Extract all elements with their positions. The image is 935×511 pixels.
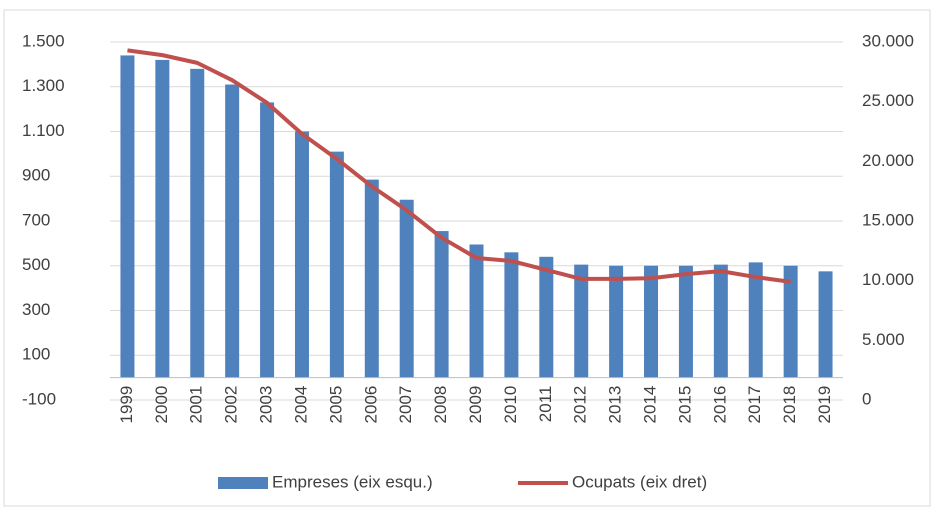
bar <box>120 55 135 378</box>
bar <box>469 244 484 378</box>
y2-tick-label: 15.000 <box>862 210 914 229</box>
y-tick-label: 900 <box>22 166 50 185</box>
line <box>127 48 791 284</box>
legend-swatch <box>218 477 268 489</box>
bar <box>783 265 798 378</box>
y-tick-label: 100 <box>22 345 50 364</box>
y-tick-label: 1.500 <box>22 31 65 50</box>
x-tick-label: 2018 <box>780 386 799 424</box>
x-tick-label: 2011 <box>536 386 555 423</box>
x-tick-label: 2013 <box>606 386 625 424</box>
x-tick-label: 2001 <box>187 386 206 424</box>
bar <box>190 68 205 378</box>
bar <box>155 59 170 378</box>
bar <box>399 199 414 378</box>
x-tick-label: 2019 <box>815 386 834 424</box>
bar <box>818 271 833 378</box>
x-tick-label: 2008 <box>431 386 450 424</box>
chart-border <box>3 9 931 507</box>
bar <box>329 151 344 378</box>
bar <box>225 84 240 378</box>
x-tick-label: 2017 <box>745 386 764 424</box>
x-tick-label: 2003 <box>257 386 276 424</box>
bar <box>364 179 379 378</box>
y-tick-label: -100 <box>22 389 56 408</box>
bar <box>574 264 589 378</box>
x-tick-label: 2007 <box>396 386 415 424</box>
legend-label: Empreses (eix esqu.) <box>272 472 433 491</box>
bar <box>434 231 449 378</box>
legend-label: Ocupats (eix dret) <box>572 472 707 491</box>
bar <box>713 264 728 378</box>
x-tick-label: 2015 <box>675 386 694 424</box>
y-tick-label: 300 <box>22 300 50 319</box>
y2-tick-label: 5.000 <box>862 330 905 349</box>
bar <box>539 256 554 378</box>
y2-tick-label: 0 <box>862 389 871 408</box>
bar <box>294 131 309 378</box>
x-tick-label: 2005 <box>326 386 345 424</box>
x-tick-label: 2002 <box>222 386 241 424</box>
x-tick-label: 2016 <box>710 386 729 424</box>
x-tick-label: 1999 <box>117 386 136 424</box>
x-tick-label: 2010 <box>501 386 520 424</box>
y-tick-label: 500 <box>22 255 50 274</box>
x-tick-label: 2009 <box>466 386 485 424</box>
x-tick-label: 2012 <box>571 386 590 424</box>
y-tick-label: 1.300 <box>22 76 65 95</box>
y-tick-label: 700 <box>22 210 50 229</box>
x-tick-label: 2004 <box>291 386 310 424</box>
bar <box>748 262 763 378</box>
y2-tick-label: 30.000 <box>862 31 914 50</box>
bar <box>644 265 659 378</box>
bar <box>678 265 693 378</box>
bar <box>260 102 275 378</box>
y2-tick-label: 25.000 <box>862 91 914 110</box>
y2-tick-label: 20.000 <box>862 151 914 170</box>
x-tick-label: 2000 <box>152 386 171 424</box>
bar <box>609 265 624 378</box>
x-tick-label: 2014 <box>641 386 660 424</box>
x-tick-label: 2006 <box>361 386 380 424</box>
y-tick-label: 1.100 <box>22 121 65 140</box>
y2-tick-label: 10.000 <box>862 270 914 289</box>
bar <box>504 252 519 378</box>
